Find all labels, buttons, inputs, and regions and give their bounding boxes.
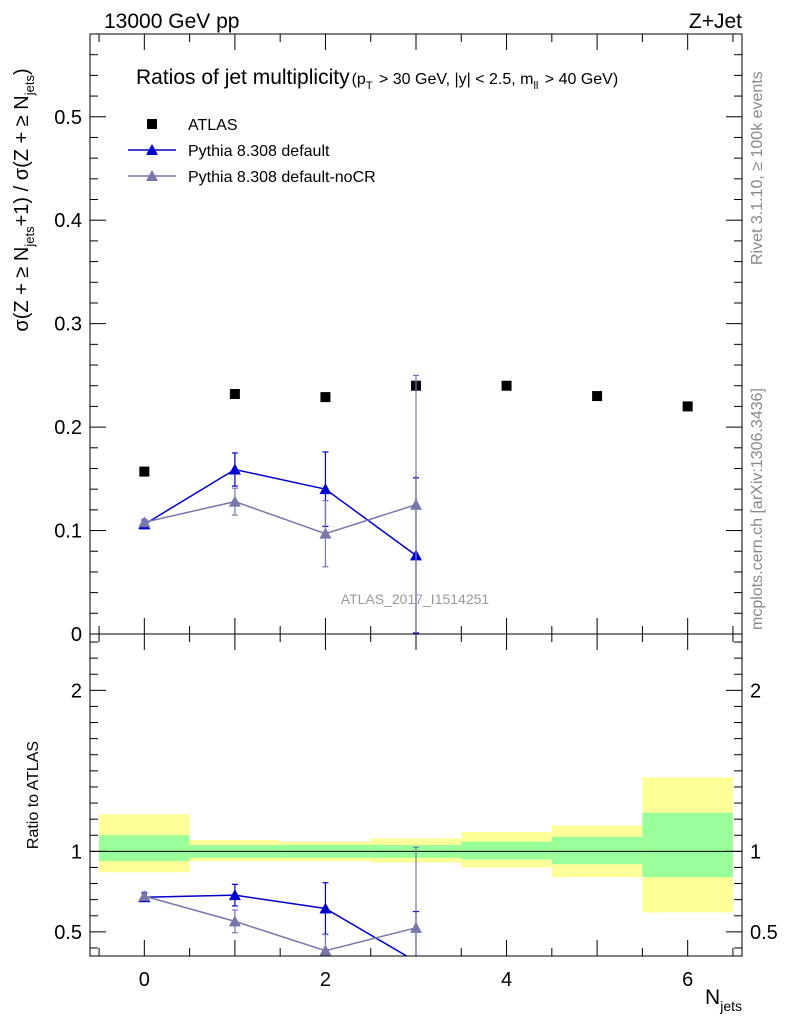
ratio-y-axis-label: Ratio to ATLAS	[25, 741, 42, 849]
series-point-2	[228, 495, 241, 507]
ratio-series-point-0	[228, 889, 241, 901]
legend-entry: Pythia 8.308 default	[188, 143, 330, 160]
process-label: Z+Jet	[689, 10, 742, 33]
ratio-series-point-1	[319, 944, 332, 956]
energy-label: 13000 GeV pp	[104, 10, 239, 33]
series-line-1	[143, 468, 417, 556]
green-band	[99, 835, 190, 862]
main-title-text: Ratios of jet multiplicity	[136, 66, 350, 89]
atlas-data-point	[592, 391, 603, 402]
ratio-series-point-0	[319, 902, 332, 914]
analysis-label: ATLAS_2017_I1514251	[341, 591, 490, 607]
main-data-layer	[138, 374, 693, 634]
main-y-tick-label: 0.1	[54, 521, 82, 543]
ratio-tick-labels: 0.5 0.5 1 1 2 2 0 2 4 6	[54, 680, 778, 991]
ratio-y-tick-label: 2	[71, 680, 82, 702]
ratio-y-tick-label-right: 0.5	[750, 922, 778, 944]
x-tick-label: 2	[320, 969, 331, 991]
x-axis-label: Njets	[705, 986, 742, 1014]
ratio-y-tick-label: 1	[71, 841, 82, 863]
main-plot-panel: 0 0.1 0.2 0.3 0.4 0.5 Ratios of jet multiplic…	[11, 33, 743, 646]
x-tick-label: 6	[682, 969, 693, 991]
main-y-tick-label: 0	[71, 624, 82, 646]
atlas-data-point	[229, 389, 240, 399]
legend-marker-atlas	[147, 119, 157, 129]
ratio-series-point-0	[415, 955, 417, 956]
ratio-series-line-1	[144, 895, 417, 952]
main-y-tick-label: 0.4	[54, 210, 82, 232]
legend-marker	[146, 170, 158, 181]
atlas-data-point	[501, 380, 512, 391]
atlas-data-point	[682, 401, 693, 412]
series-point-2	[138, 516, 151, 528]
legend-entry: Pythia 8.308 default-noCR	[188, 169, 376, 186]
ratio-plot-panel: 0.5 0.5 1 1 2 2 0 2 4 6 Ratio to ATLAS Njets	[25, 633, 778, 1014]
ratio-data-layer	[138, 846, 422, 956]
ratio-y-tick-label-right: 2	[750, 680, 761, 702]
series-point-2	[410, 498, 422, 510]
atlas-data-point	[139, 466, 150, 477]
ratio-series-point-1	[228, 915, 241, 927]
main-title: Ratios of jet multiplicity (pT > 30 GeV, …	[136, 66, 618, 92]
ratio-y-tick-label: 0.5	[54, 922, 82, 944]
ratio-plot-frame	[89, 633, 743, 957]
x-tick-label: 0	[139, 969, 150, 991]
atlas-data-point	[320, 392, 331, 403]
series-line-2	[144, 500, 417, 535]
green-band	[551, 836, 643, 865]
x-tick-label: 4	[501, 969, 512, 991]
ratio-y-tick-label-right: 1	[750, 841, 761, 863]
green-band	[642, 812, 733, 878]
ratio-series-line-0	[144, 894, 409, 956]
main-y-tick-label: 0.2	[54, 417, 82, 439]
legend-entry: ATLAS	[188, 117, 238, 134]
green-band	[461, 841, 552, 860]
main-y-tick-label: 0.3	[54, 314, 82, 336]
series-point-2	[319, 527, 332, 539]
main-y-axis-label: σ(Z + ≥ Njets+1) / σ(Z + ≥ Njets)	[11, 68, 37, 331]
series-point-1	[228, 463, 241, 475]
legend-marker	[146, 144, 158, 155]
ratio-series-point-1	[138, 890, 151, 902]
legend: ATLAS Pythia 8.308 default Pythia 8.308 de…	[128, 117, 376, 186]
ratio-series-point-1	[410, 921, 422, 933]
main-y-tick-label: 0.5	[54, 107, 82, 129]
rivet-label: Rivet 3.1.10, ≥ 100k events	[749, 71, 766, 265]
mcplots-label: mcplots.cern.ch [arXiv:1306.3436]	[749, 388, 766, 630]
ratio-uncertainty-bands	[90, 777, 742, 913]
series-point-1	[319, 483, 332, 495]
main-y-tick-labels: 0 0.1 0.2 0.3 0.4 0.5	[54, 107, 82, 646]
